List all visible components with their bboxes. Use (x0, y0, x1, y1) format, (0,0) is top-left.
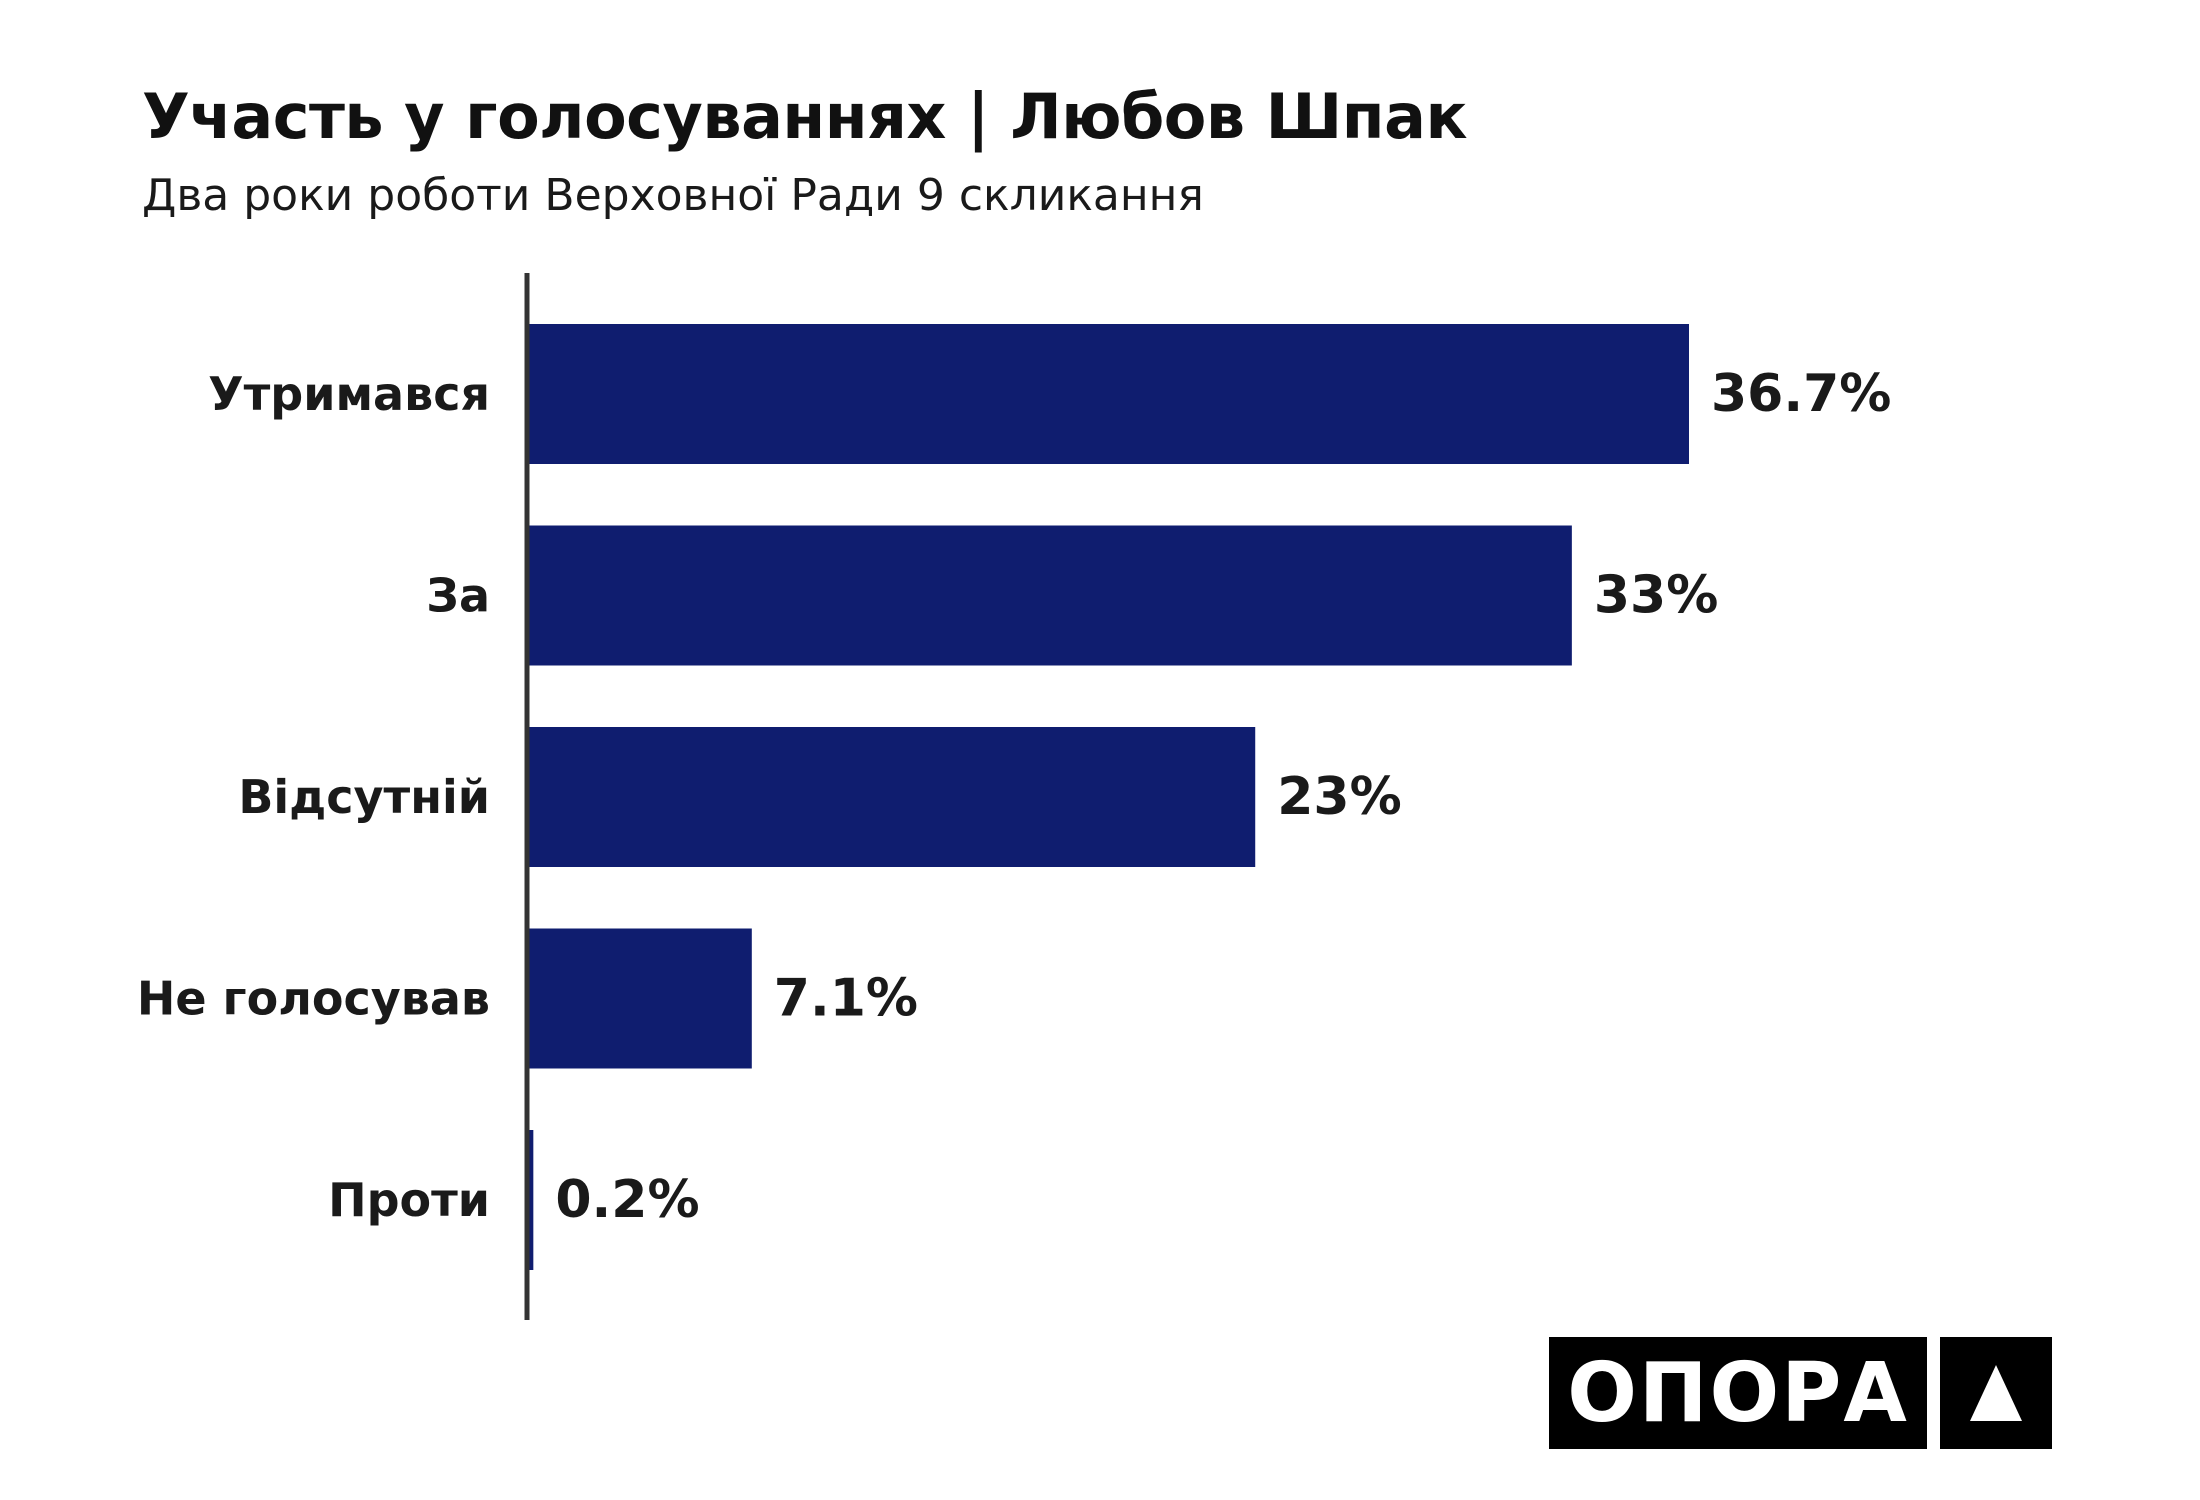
opora-logo: ОПОРА (1549, 1337, 1927, 1449)
category-label: Проти (328, 1173, 490, 1227)
category-label: Утримався (208, 367, 490, 421)
category-label: За (426, 569, 490, 623)
bar (527, 727, 1256, 867)
data-label: 36.7% (1711, 364, 1891, 424)
data-label: 0.2% (555, 1170, 699, 1230)
triangle-icon-shape (1970, 1365, 2022, 1421)
bar (527, 928, 752, 1069)
logo-text: ОПОРА (1567, 1345, 1909, 1441)
triangle-icon (1940, 1337, 2052, 1449)
bar (527, 525, 1572, 666)
category-label: Не голосував (137, 972, 490, 1026)
data-label: 23% (1277, 767, 1401, 827)
data-label: 7.1% (774, 969, 918, 1029)
category-label: Відсутній (238, 770, 490, 824)
data-label: 33% (1594, 566, 1718, 626)
chart-subtitle: Два роки роботи Верховної Ради 9 скликан… (142, 170, 1204, 221)
bar (527, 324, 1689, 464)
bar (527, 1130, 534, 1270)
chart-title: Участь у голосуваннях | Любов Шпак (142, 80, 1468, 153)
